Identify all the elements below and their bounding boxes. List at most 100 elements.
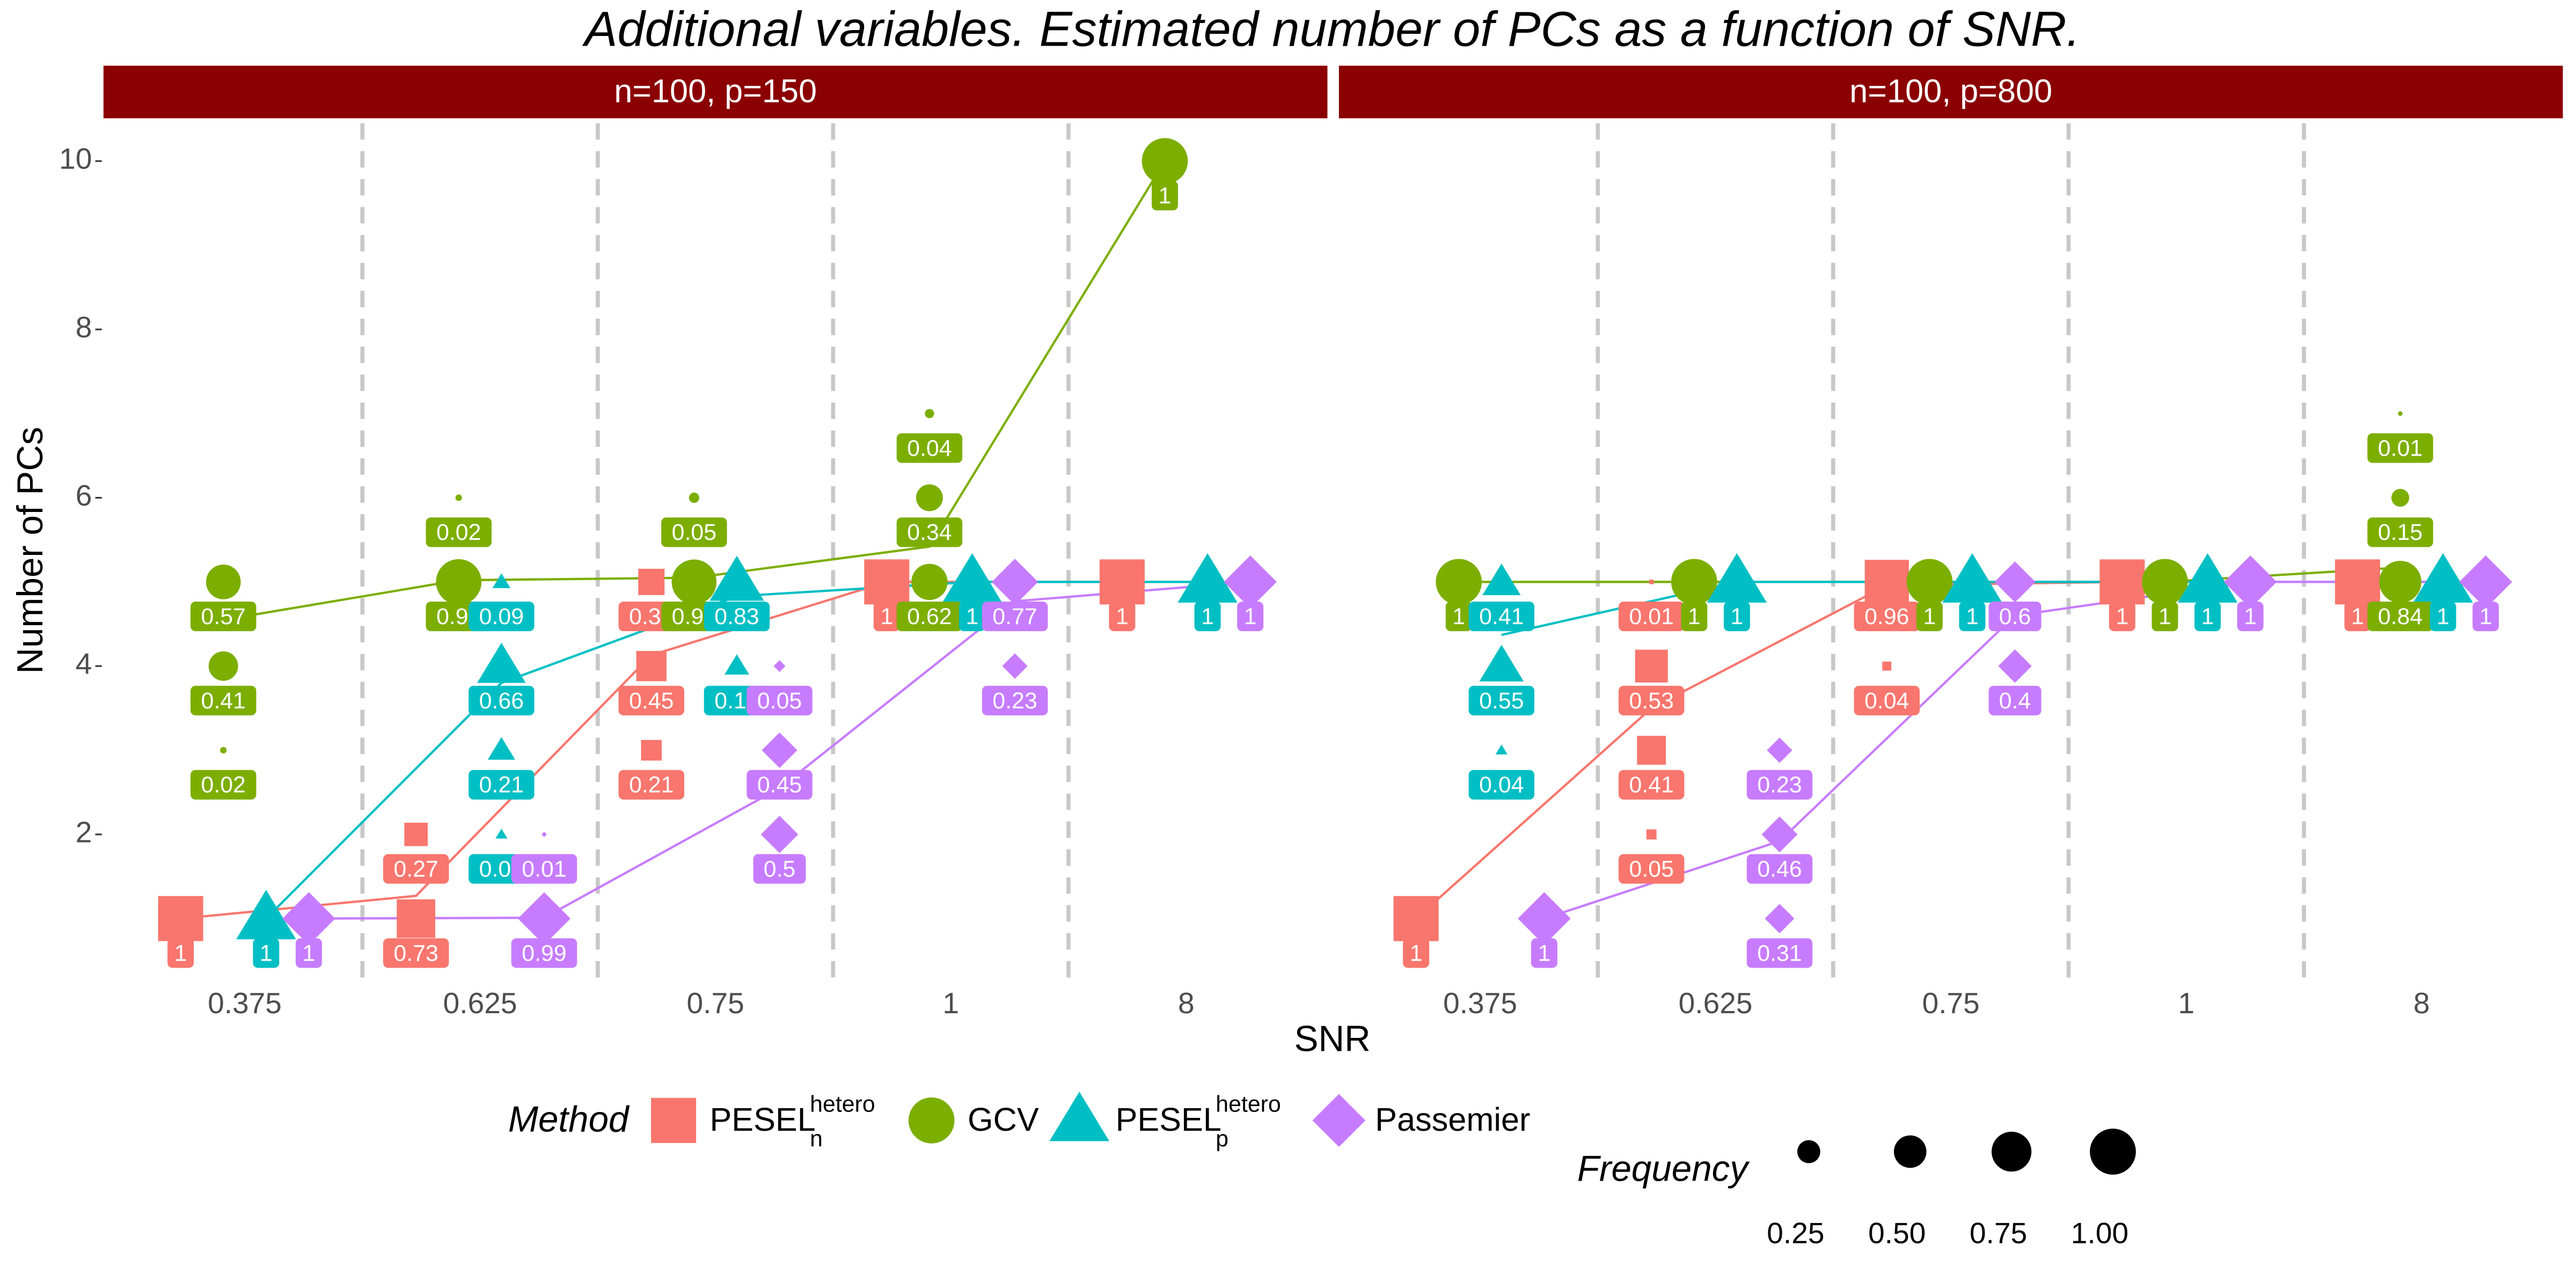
point [1049,1092,1109,1141]
value-label: 1 [2351,604,2364,630]
point [709,555,764,601]
point [1767,737,1792,763]
label-box [1194,602,1221,632]
value-label: 0.41 [201,688,246,714]
label-box [511,938,577,968]
value-label: 0.45 [757,772,802,798]
value-label: 1 [1966,604,1979,630]
value-label: 1 [1538,940,1551,966]
label-box [747,685,813,715]
label-box [1723,602,1750,632]
point [1882,661,1892,671]
label-box [1619,685,1685,715]
x-tick-label: 0.625 [1679,986,1753,1020]
point [487,737,515,760]
label-box [190,770,257,800]
label-box [469,770,535,800]
label-box [1746,938,1813,968]
point [2391,488,2410,507]
label-box [1152,180,1179,211]
point [689,492,699,503]
label-box [426,517,492,547]
label-box [253,938,280,968]
label-box [2151,602,2178,632]
value-label: 0.34 [907,519,952,545]
point [1637,736,1666,765]
label-box [1531,938,1557,968]
label-box [1619,854,1685,884]
point [2142,559,2188,605]
legend-superscript: hetero [1216,1092,1280,1117]
value-label: 0.6 [1999,604,2031,630]
value-label: 0.23 [992,688,1037,714]
label-box [1445,602,1472,632]
point [1482,564,1521,596]
value-label: 0.55 [1479,688,1524,714]
legend-superscript: hetero [810,1092,875,1117]
label-box [1109,602,1136,632]
point [2413,553,2473,603]
point [1436,559,1482,605]
label-box [618,685,684,715]
x-tick-label: 0.75 [1922,986,1980,1020]
point [760,815,799,853]
label-box [1746,770,1813,800]
value-label: 1 [2201,604,2214,630]
value-label: 0.83 [714,604,759,630]
value-label: 0.23 [1757,772,1802,798]
label-box [873,602,900,632]
point [2223,555,2277,609]
value-label: 1 [1923,604,1936,630]
legend-label: Passemier [1375,1101,1530,1138]
point [636,650,667,682]
mean-line [223,160,1166,621]
legend-name: PESEL [709,1101,815,1138]
point [651,1097,697,1143]
point [773,660,786,672]
label-box [469,602,535,632]
x-axis-label: SNR [1294,1019,1371,1059]
point [495,829,508,839]
value-label: 0.5 [764,856,796,882]
label-box [2367,517,2433,547]
label-box [747,770,813,800]
label-box [1746,854,1813,884]
point [671,559,717,605]
point [1393,896,1439,941]
point [1495,744,1507,755]
point [1707,553,1767,603]
size-key [1992,1131,2032,1172]
point [477,642,526,683]
label-box [1468,602,1535,632]
point [1518,892,1571,945]
value-label: 1 [260,940,273,966]
label-box [896,433,963,463]
value-label: 1 [2244,604,2257,630]
point [2177,553,2238,603]
x-tick-label: 0.625 [443,986,517,1020]
value-label: 0.4 [1999,688,2031,714]
point [282,892,335,945]
label-box [1988,602,2041,632]
value-label: 0.31 [1757,940,1802,966]
value-label: 1 [302,940,315,966]
point [908,1097,955,1144]
size-key-label: 0.75 [1970,1217,2027,1250]
label-box [2429,602,2456,632]
y-tick-label: 4 [76,647,92,680]
chart-title: Additional variables. Estimated number o… [582,2,2080,56]
label-box [383,854,449,884]
x-tick-label: 0.375 [1443,986,1517,1020]
value-label: 1 [2158,604,2171,630]
point [1141,138,1188,185]
mean-line [1543,581,2486,920]
point [220,747,227,754]
point [762,732,797,769]
point [1002,653,1028,679]
label-box [190,602,257,632]
point [492,573,511,588]
point [925,409,934,419]
value-label: 0.01 [2378,435,2423,461]
point [1649,580,1654,584]
